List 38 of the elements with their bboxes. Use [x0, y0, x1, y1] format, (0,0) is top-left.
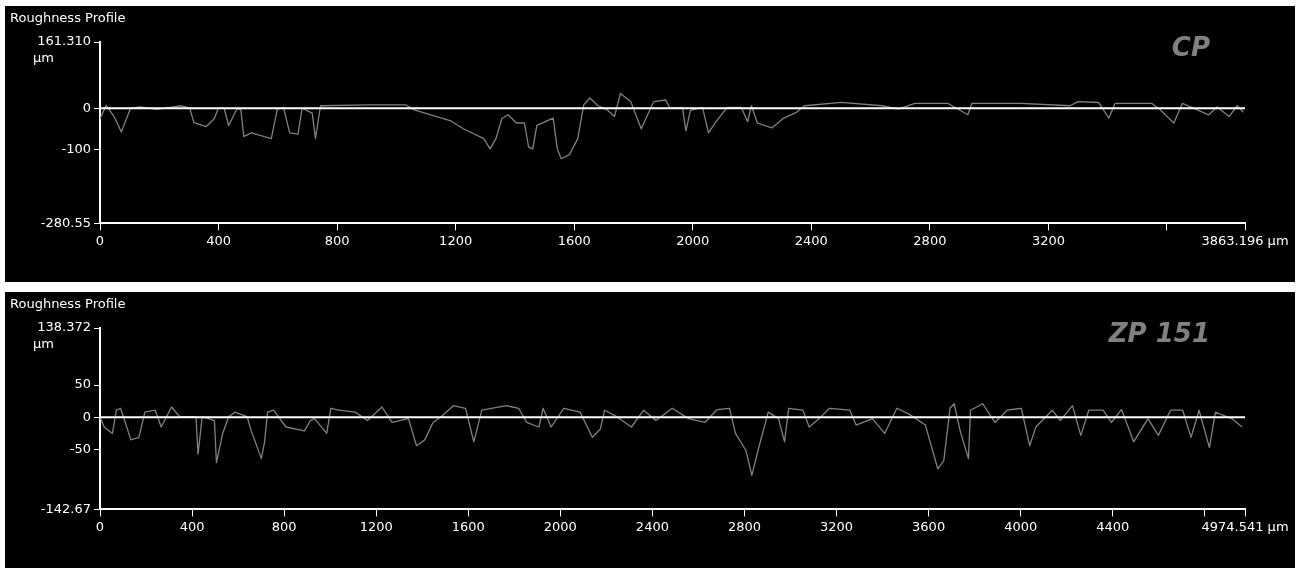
- annotation: CP: [1171, 31, 1210, 62]
- x-tick-label: 3863.196 µm: [1201, 232, 1289, 248]
- x-tick-label: 2400: [794, 232, 828, 248]
- y-tick-label: -142.67: [40, 500, 91, 516]
- x-tick-label: 4974.541 µm: [1201, 518, 1289, 534]
- x-tick-label: 400: [179, 518, 205, 534]
- x-tick-label: 4000: [1004, 518, 1038, 534]
- y-tick-label: 50: [74, 376, 91, 392]
- y-axis-title: µm: [33, 49, 54, 65]
- x-tick-label: 800: [324, 232, 350, 248]
- y-tick-label: 138.372: [37, 319, 91, 335]
- chart-title: Roughness Profile: [10, 295, 126, 311]
- x-tick-label: 800: [271, 518, 297, 534]
- annotation: ZP 151: [1107, 317, 1210, 348]
- x-tick-label: 0: [95, 232, 105, 248]
- x-tick-label: 400: [206, 232, 231, 248]
- x-tick-label: 4400: [1096, 518, 1130, 534]
- x-tick-label: 3600: [912, 518, 946, 534]
- y-tick-label: 0: [82, 408, 91, 424]
- x-tick-label: 2000: [676, 232, 710, 248]
- x-tick-label: 0: [95, 518, 105, 534]
- x-tick-label: 1200: [439, 232, 473, 248]
- chart-title: Roughness Profile: [10, 9, 126, 25]
- y-tick-label: 161.310: [37, 33, 91, 49]
- x-tick-label: 3200: [820, 518, 854, 534]
- y-tick-label: 0: [82, 99, 91, 115]
- x-tick-label: 2800: [913, 232, 947, 248]
- x-tick-label: 1600: [557, 232, 591, 248]
- x-tick-label: 2800: [727, 518, 762, 534]
- x-tick-label: 2000: [543, 518, 577, 534]
- x-tick-label: 1600: [451, 518, 485, 534]
- x-tick-label: 1200: [359, 518, 393, 534]
- x-tick-label: 2400: [635, 518, 669, 534]
- y-axis-title: µm: [33, 335, 54, 351]
- y-tick-label: -50: [69, 440, 91, 456]
- y-tick-label: -100: [61, 140, 91, 156]
- x-tick-label: 3200: [1031, 232, 1065, 248]
- y-tick-label: -280.55: [40, 214, 91, 230]
